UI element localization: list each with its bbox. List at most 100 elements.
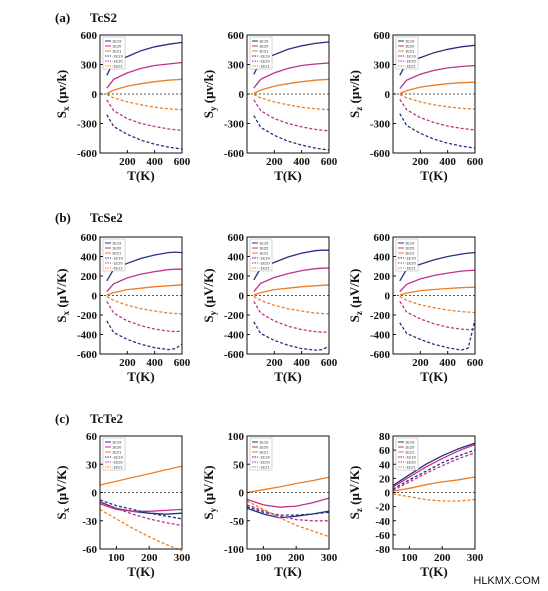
series-line-5 [99, 501, 183, 527]
series-line-4 [399, 113, 476, 149]
series-line-6 [399, 295, 476, 314]
y-axis-subscript: z [354, 508, 364, 512]
x-tick-label: 400 [439, 357, 456, 369]
y-axis-unit: (μV/K) [54, 268, 69, 310]
y-axis-subscript: z [354, 311, 364, 315]
legend-label: -1E19 [112, 54, 123, 59]
y-axis-title: Sx (μV/K) [54, 268, 71, 322]
series-line-2 [106, 61, 183, 89]
series-line-2 [399, 64, 476, 90]
y-axis-title: Sz (μV/K) [347, 269, 364, 323]
y-tick-label: 600 [374, 232, 391, 244]
x-tick-label: 600 [321, 357, 338, 369]
x-axis-title: T(K) [420, 168, 447, 183]
y-axis-title: Sy (μv/k) [201, 70, 218, 118]
series-line-6 [253, 295, 330, 315]
series-line-4 [246, 505, 330, 516]
watermark: HLKMX.COM [473, 575, 540, 587]
y-tick-label: -300 [224, 119, 245, 131]
y-tick-label: 400 [228, 252, 245, 264]
x-tick-label: 200 [141, 552, 158, 564]
legend-label: 1E21 [112, 450, 122, 455]
legend-label: -1E19 [259, 54, 270, 59]
x-tick-label: 200 [119, 156, 136, 168]
legend-label: 1E20 [112, 445, 122, 450]
x-tick-label: 300 [174, 552, 191, 564]
legend-label: -1E20 [259, 261, 270, 266]
y-tick-label: -600 [77, 349, 98, 361]
legend-label: -1E20 [259, 460, 270, 465]
legend-label: -1E21 [259, 64, 270, 69]
legend-label: -1E21 [112, 64, 123, 69]
row-title: TcS2 [90, 10, 117, 25]
legend-label: -1E21 [259, 266, 270, 271]
x-tick-label: 600 [467, 357, 484, 369]
y-tick-label: 0 [92, 89, 98, 101]
y-tick-label: -400 [224, 330, 245, 342]
series-line-4 [106, 320, 183, 351]
plot-2: -600 -300 0 300 600 200 400 600 T(K) Sy (μv/k) 1E1… [201, 30, 338, 183]
y-tick-label: 100 [228, 431, 245, 443]
legend-label: 1E21 [112, 251, 122, 256]
y-tick-label: -200 [77, 310, 98, 322]
y-axis-symbol: S [201, 315, 216, 322]
panel-label: (a) [55, 10, 70, 25]
y-tick-label: 400 [374, 252, 391, 264]
legend-label: -1E21 [405, 64, 416, 69]
series-line-3 [399, 81, 476, 95]
x-tick-label: 100 [401, 552, 418, 564]
legend-label: -1E20 [405, 59, 416, 64]
y-axis-subscript: x [61, 310, 71, 315]
x-axis-title: T(K) [127, 564, 154, 579]
y-tick-label: -600 [224, 349, 245, 361]
y-tick-label: -100 [224, 544, 245, 556]
y-tick-label: 60 [86, 431, 98, 443]
series-line-5 [399, 99, 476, 131]
series-line-6 [399, 93, 476, 110]
series-line-1 [99, 501, 183, 515]
legend-label: 1E20 [405, 44, 415, 49]
y-tick-label: 0 [92, 291, 98, 303]
series-line-5 [253, 301, 329, 333]
x-tick-label: 200 [434, 552, 451, 564]
series-line-4 [392, 449, 476, 490]
plot-1: (a) TcS2 -600 -300 0 300 600 200 400 600 T(K) Sx (μ… [54, 10, 191, 183]
y-axis-title: Sx (μV/K) [54, 465, 71, 519]
legend-label: 1E21 [112, 49, 122, 54]
legend-label: -1E19 [405, 455, 416, 460]
legend-label: 1E20 [259, 445, 269, 450]
x-tick-label: 200 [412, 357, 429, 369]
y-tick-label: -30 [82, 516, 97, 528]
plot-6: -600 -400 -200 0 200 400 600 200 400 600 T(K) Sz (μ… [347, 232, 484, 384]
legend-label: -1E19 [259, 256, 270, 261]
series-line-5 [253, 99, 330, 132]
series-line-6 [392, 493, 476, 502]
series-line-2 [392, 443, 476, 488]
y-tick-label: 400 [81, 252, 98, 264]
legend-label: -1E19 [405, 54, 416, 59]
series-line-2 [253, 267, 330, 293]
legend-label: -1E19 [112, 455, 123, 460]
y-axis-title: Sy (μV/K) [201, 268, 218, 322]
series-line-3 [253, 284, 330, 296]
y-axis-unit: (μV/K) [201, 268, 216, 310]
legend-label: 1E21 [259, 450, 269, 455]
y-axis-title: Sz (μV/K) [347, 466, 364, 520]
y-axis-symbol: S [201, 512, 216, 519]
series-line-2 [106, 268, 182, 293]
legend-label: 1E20 [405, 445, 415, 450]
legend-label: -1E20 [405, 261, 416, 266]
y-axis-title: Sy (μV/K) [201, 465, 218, 519]
x-tick-label: 600 [174, 156, 191, 168]
x-tick-label: 300 [321, 552, 338, 564]
y-tick-label: -600 [224, 148, 245, 160]
series-line-5 [106, 301, 183, 333]
legend-label: 1E21 [405, 450, 415, 455]
y-axis-unit: (μV/K) [201, 465, 216, 507]
y-axis-symbol: S [347, 512, 362, 519]
y-tick-label: -40 [375, 516, 390, 528]
